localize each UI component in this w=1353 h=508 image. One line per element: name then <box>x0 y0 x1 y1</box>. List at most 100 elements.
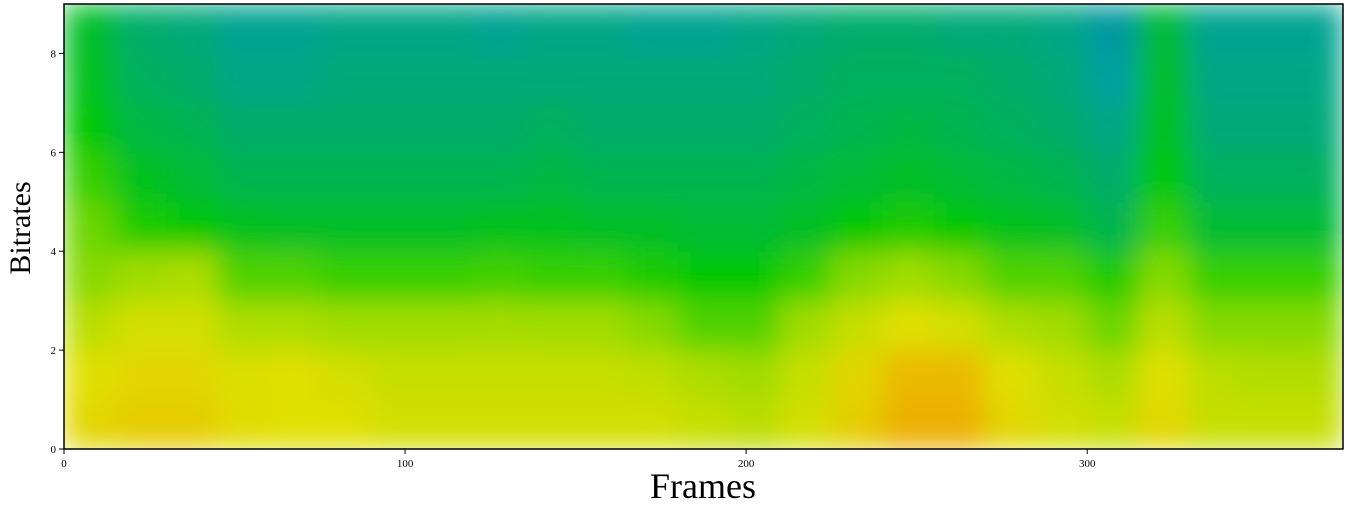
heat-cell <box>626 4 679 54</box>
heat-cell <box>933 251 986 302</box>
heat-cell <box>1240 102 1293 153</box>
heat-cell <box>370 4 423 54</box>
heat-cell <box>677 201 730 252</box>
heat-cell <box>933 4 986 54</box>
heat-cell <box>1087 201 1139 252</box>
heat-cell <box>575 201 628 252</box>
heat-cell <box>729 4 781 54</box>
heat-cell <box>1138 102 1191 153</box>
heat-cell <box>831 251 884 302</box>
heat-cell <box>524 300 577 351</box>
heat-cell <box>831 201 884 252</box>
heat-cell <box>115 102 167 153</box>
heat-cell <box>984 201 1037 252</box>
heat-cell <box>882 102 935 153</box>
heat-cell <box>1036 4 1088 54</box>
x-tick-label: 100 <box>397 458 414 470</box>
heat-cell <box>984 251 1037 302</box>
heat-cell <box>677 399 730 449</box>
heat-cell <box>217 350 270 401</box>
heat-cell <box>729 201 781 252</box>
heat-cell <box>319 4 372 54</box>
heat-cell <box>1087 53 1139 104</box>
heat-cell <box>268 251 321 302</box>
heat-cell <box>729 102 781 153</box>
heat-cell <box>1036 399 1088 449</box>
heat-cell <box>1138 300 1191 351</box>
heat-cell <box>64 350 116 401</box>
heat-cell <box>1291 399 1343 449</box>
heat-cell <box>422 300 474 351</box>
heat-cell <box>1240 201 1293 252</box>
heat-cell <box>1240 152 1293 203</box>
heat-cell <box>933 201 986 252</box>
heat-cell <box>1138 53 1191 104</box>
heat-cell <box>166 4 218 54</box>
heat-cell <box>780 53 832 104</box>
heat-cell <box>473 201 525 252</box>
heat-cell <box>217 300 270 351</box>
heat-cell <box>626 399 679 449</box>
heat-cell <box>1036 350 1088 401</box>
heat-cell <box>1087 300 1139 351</box>
heat-cell <box>729 251 781 302</box>
heat-cell <box>780 152 832 203</box>
heat-cell <box>1291 152 1343 203</box>
heat-cell <box>1291 300 1343 351</box>
heat-cell <box>831 152 884 203</box>
x-tick-label: 200 <box>738 458 755 470</box>
heat-cell <box>1240 300 1293 351</box>
heat-cell <box>933 53 986 104</box>
heat-cell <box>575 152 628 203</box>
heat-cell <box>1087 4 1139 54</box>
heat-cell <box>524 251 577 302</box>
heat-cell <box>115 350 167 401</box>
heat-cell <box>575 102 628 153</box>
heat-cell <box>1036 53 1088 104</box>
heat-cell <box>166 399 218 449</box>
heat-cell <box>268 399 321 449</box>
heat-cell <box>677 300 730 351</box>
heat-cell <box>1138 4 1191 54</box>
heat-cell <box>1240 399 1293 449</box>
heat-cell <box>626 53 679 104</box>
heat-cell <box>575 53 628 104</box>
heat-cell <box>524 399 577 449</box>
heat-cell <box>933 102 986 153</box>
heat-cell <box>319 102 372 153</box>
heat-cell <box>64 102 116 153</box>
heat-cell <box>575 251 628 302</box>
heat-cell <box>115 300 167 351</box>
heat-cell <box>268 152 321 203</box>
heat-cell <box>473 152 525 203</box>
heat-cell <box>780 201 832 252</box>
heat-cell <box>677 251 730 302</box>
heat-cell <box>422 4 474 54</box>
heat-cell <box>882 399 935 449</box>
heat-cell <box>64 53 116 104</box>
y-tick-label: 6 <box>51 147 57 159</box>
heat-cell <box>1189 350 1242 401</box>
heat-cell <box>984 350 1037 401</box>
heat-cell <box>370 300 423 351</box>
heat-cell <box>166 251 218 302</box>
heat-cell <box>626 251 679 302</box>
heat-cell <box>882 350 935 401</box>
heat-cell <box>677 350 730 401</box>
heat-cell <box>780 399 832 449</box>
heat-cell <box>1087 350 1139 401</box>
heat-cell <box>370 53 423 104</box>
y-tick-label: 2 <box>51 345 57 357</box>
heat-cell <box>524 4 577 54</box>
heat-cell <box>1087 399 1139 449</box>
heat-cell <box>217 4 270 54</box>
heat-cell <box>933 300 986 351</box>
heat-cell <box>677 102 730 153</box>
heat-cell <box>217 53 270 104</box>
heat-cell <box>268 300 321 351</box>
x-axis-label: Frames <box>650 466 756 506</box>
heat-cell <box>933 350 986 401</box>
heat-cell <box>422 399 474 449</box>
heat-cell <box>933 152 986 203</box>
